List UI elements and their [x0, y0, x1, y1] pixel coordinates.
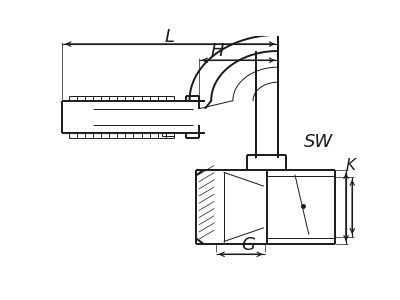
Text: H: H — [211, 42, 224, 60]
Text: G: G — [242, 236, 256, 254]
Text: L: L — [164, 28, 174, 46]
Text: SW: SW — [304, 133, 333, 151]
Text: K: K — [346, 158, 356, 173]
